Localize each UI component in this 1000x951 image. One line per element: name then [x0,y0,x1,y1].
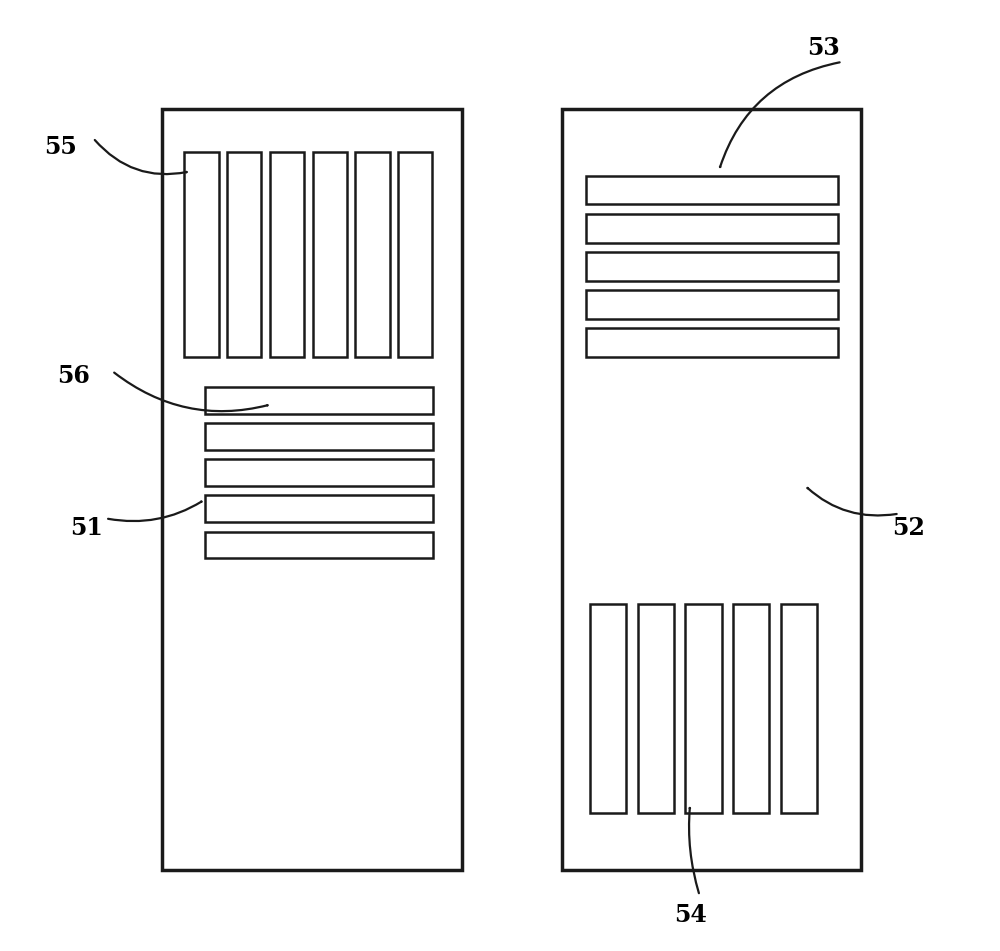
Bar [205,495,433,522]
Bar [562,109,861,870]
Bar [205,459,433,486]
Bar [184,152,219,357]
Bar [313,152,347,357]
Bar [586,176,838,204]
Bar [781,604,817,813]
Bar [355,152,390,357]
Bar [270,152,304,357]
Text: 52: 52 [892,515,925,540]
Text: 55: 55 [44,135,77,160]
Bar [162,109,462,870]
Text: 53: 53 [807,35,840,60]
Bar [586,214,838,243]
Bar [638,604,674,813]
Bar [586,328,838,357]
Bar [590,604,626,813]
Bar [205,423,433,450]
Bar [205,532,433,558]
Bar [205,387,433,414]
Bar [398,152,432,357]
Text: 56: 56 [58,363,90,388]
Bar [733,604,769,813]
Bar [586,252,838,281]
Bar [685,604,722,813]
Bar [586,290,838,319]
Text: 54: 54 [674,902,707,927]
Text: 51: 51 [70,515,103,540]
Bar [227,152,261,357]
